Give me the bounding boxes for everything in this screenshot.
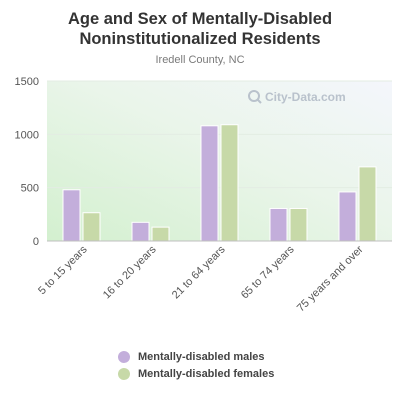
y-tick-label: 0 (33, 236, 39, 248)
legend-item-males: Mentally-disabled males (118, 349, 274, 365)
bar-females (289, 207, 308, 242)
x-tick-label: 75 years and over (295, 243, 366, 314)
x-axis-labels: 5 to 15 years 16 to 20 years 21 to 64 year… (36, 243, 366, 314)
y-axis: 0 500 1000 1500 (15, 76, 39, 248)
bar-males (269, 207, 288, 242)
legend-label-males: Mentally-disabled males (138, 351, 265, 363)
x-tick-label: 21 to 64 years (170, 243, 228, 301)
legend-swatch-males (118, 351, 130, 363)
legend-label-females: Mentally-disabled females (138, 368, 275, 380)
bar-females (358, 166, 377, 242)
plot-background (47, 81, 392, 241)
bar-females (82, 212, 101, 242)
chart-title-line-2: Noninstitutionalized Residents (79, 30, 321, 48)
watermark-magnifier-icon (248, 90, 260, 102)
grid-lines (47, 80, 392, 189)
legend-item-females: Mentally-disabled females (118, 366, 274, 382)
y-tick-label: 500 (21, 183, 39, 195)
x-tick-label: 16 to 20 years (101, 243, 159, 301)
watermark-text: City-Data.com (265, 90, 346, 104)
y-tick-label: 1000 (15, 129, 39, 141)
legend: Mentally-disabled males Mentally-disable… (118, 349, 274, 383)
x-tick-label: 65 to 74 years (239, 243, 297, 301)
bar-females (151, 226, 170, 242)
bar-males (131, 221, 150, 242)
bar-females (220, 124, 239, 242)
x-tick-label: 5 to 15 years (36, 243, 90, 297)
watermark: City-Data.com (248, 90, 346, 104)
chart-subtitle: Iredell County, NC (155, 54, 245, 66)
y-tick-label: 1500 (15, 76, 39, 88)
chart-title: Age and Sex of Mentally-Disabled Noninst… (0, 9, 400, 49)
bar-males (200, 125, 219, 242)
legend-swatch-females (118, 368, 130, 380)
bar-males (62, 189, 81, 242)
bar-males (338, 191, 357, 242)
chart-title-line-1: Age and Sex of Mentally-Disabled (67, 10, 333, 28)
watermark-magnifier-handle (256, 98, 262, 104)
